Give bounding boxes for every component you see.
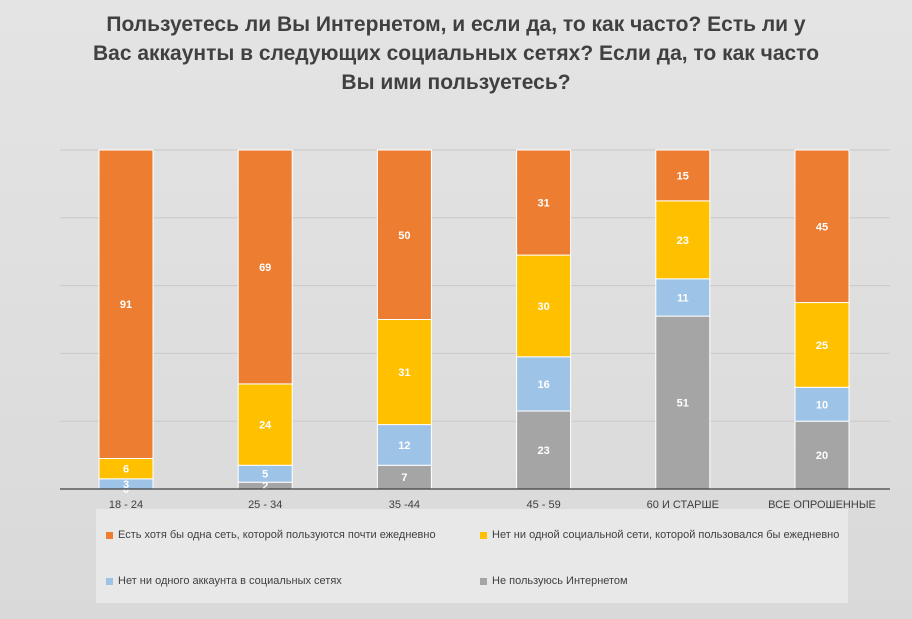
- data-label: 31: [398, 367, 410, 379]
- data-label: 91: [120, 299, 132, 311]
- bar-segment: [794, 149, 850, 304]
- bar-segment: [376, 149, 432, 320]
- data-label: 7: [401, 472, 407, 484]
- chart-title: Пользуетесь ли Вы Интернетом, и если да,…: [0, 10, 912, 97]
- data-label: 12: [398, 440, 410, 452]
- legend-label: Нет ни одной социальной сети, которой по…: [492, 529, 840, 541]
- bar-segment: [237, 149, 293, 385]
- x-tick-label: 18 - 24: [109, 499, 143, 511]
- legend-item: Не пользуюсь Интернетом: [480, 575, 628, 587]
- data-label: 5: [262, 469, 268, 481]
- data-label: 30: [537, 301, 549, 313]
- chart-title-line: Вас аккаунты в следующих социальных сетя…: [92, 42, 820, 65]
- data-label: 6: [123, 464, 129, 476]
- x-tick-label: 25 - 34: [248, 499, 282, 511]
- data-label: 23: [537, 445, 549, 457]
- x-tick-label: 45 - 59: [526, 499, 560, 511]
- data-label: 69: [259, 262, 271, 274]
- bar-segment: [516, 410, 572, 490]
- chart-title-line: Пользуетесь ли Вы Интернетом, и если да,…: [106, 13, 806, 36]
- x-tick-label: 60 И СТАРШЕ: [647, 499, 719, 511]
- legend-item: Нет ни одного аккаунта в социальных сетя…: [106, 575, 342, 587]
- bar-segment: [655, 278, 711, 317]
- bar-segment: [516, 149, 572, 256]
- legend-label: Нет ни одного аккаунта в социальных сетя…: [118, 575, 342, 587]
- legend-swatch: [106, 577, 113, 585]
- data-label: 2: [262, 481, 268, 493]
- data-label: 20: [816, 450, 828, 462]
- legend-swatch: [480, 531, 487, 539]
- bar-segment: [98, 149, 154, 459]
- data-label: 0: [123, 484, 129, 496]
- bar-segment: [516, 356, 572, 412]
- data-label: 23: [677, 235, 689, 247]
- bar-segment: [655, 149, 711, 202]
- data-label: 15: [677, 170, 689, 182]
- data-label: 25: [816, 340, 828, 352]
- data-label: 3: [123, 479, 129, 491]
- data-label: 50: [398, 230, 410, 242]
- data-label: 10: [816, 399, 828, 411]
- bar-segment: [794, 302, 850, 388]
- x-tick-label: 35 -44: [389, 499, 420, 511]
- data-label: 45: [816, 221, 828, 233]
- bar-segment: [794, 386, 850, 422]
- chart-legend: Есть хотя бы одна сеть, которой пользуют…: [96, 509, 848, 603]
- legend-label: Не пользуюсь Интернетом: [492, 575, 628, 587]
- legend-swatch: [106, 531, 113, 539]
- data-label: 11: [677, 292, 689, 304]
- data-label: 16: [537, 379, 549, 391]
- data-label: 31: [537, 198, 549, 210]
- bar-segment: [376, 319, 432, 426]
- data-label: 24: [259, 420, 272, 432]
- bar-segment: [237, 383, 293, 466]
- data-label: 51: [677, 398, 689, 410]
- bar-segment: [516, 254, 572, 358]
- bar-segment: [655, 200, 711, 280]
- legend-label: Есть хотя бы одна сеть, которой пользуют…: [118, 529, 436, 541]
- chart-title-line: Вы ими пользуетесь?: [341, 71, 571, 94]
- legend-item: Нет ни одной социальной сети, которой по…: [480, 529, 839, 541]
- x-tick-label: ВСЕ ОПРОШЕННЫЕ: [768, 499, 876, 511]
- legend-swatch: [480, 577, 487, 585]
- legend-item: Есть хотя бы одна сеть, которой пользуют…: [106, 529, 436, 541]
